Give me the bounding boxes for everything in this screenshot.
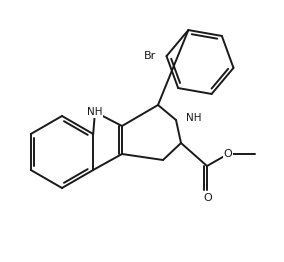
Text: Br: Br xyxy=(144,51,156,61)
Text: O: O xyxy=(204,193,212,203)
Text: O: O xyxy=(224,149,232,159)
Text: NH: NH xyxy=(186,113,202,123)
Text: NH: NH xyxy=(87,107,103,117)
